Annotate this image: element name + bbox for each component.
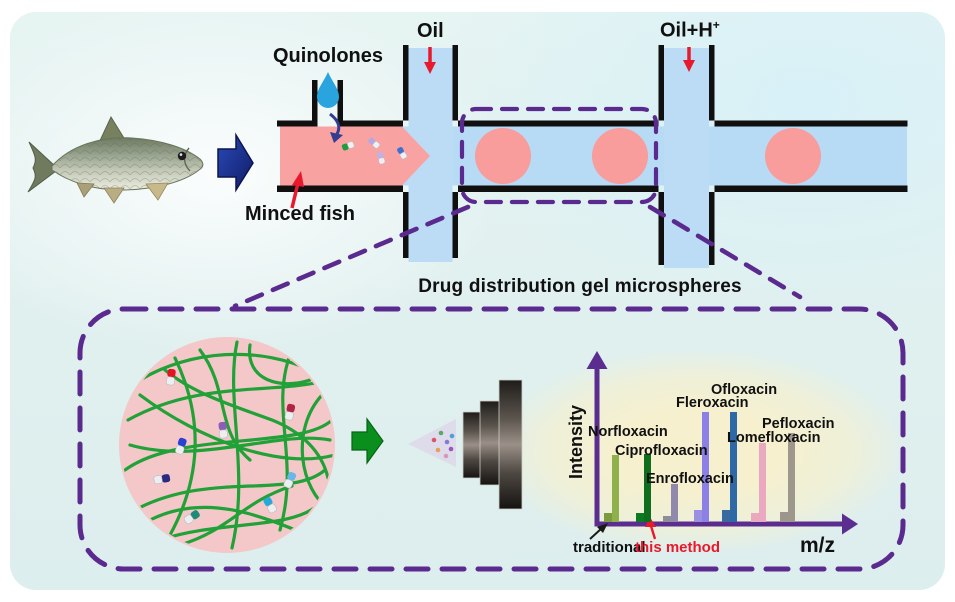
traditional-label: traditional: [573, 539, 646, 556]
this-method-label: this method: [635, 539, 720, 556]
gel-microsphere-droplet: [592, 128, 648, 184]
droplet-flow-arrow-icon: [329, 112, 343, 143]
droplet-zoom-bracket: [459, 106, 659, 205]
bar-traditional-enrofloxacin: [663, 516, 671, 522]
oil-arrow-icon: [424, 47, 436, 74]
minced-fish-stream: [280, 126, 430, 186]
peak-label-pefloxacin: Pefloxacin: [762, 416, 835, 432]
to-ms-arrow-icon: [351, 417, 384, 465]
process-arrow-icon: [217, 132, 254, 193]
oil-h-arrow-icon: [683, 47, 695, 72]
detail-box-outline: [77, 306, 906, 572]
callout-diagonal-right: [647, 204, 803, 300]
bar-this-method-ofloxacin: [730, 412, 737, 522]
electrospray-plume: [408, 419, 456, 467]
oil-h-inlet-fluid: [664, 48, 709, 268]
x-axis-label: m/z: [800, 534, 836, 557]
spectrum-axes: [586, 351, 858, 535]
gel-microsphere-droplet: [765, 128, 821, 184]
bar-this-method-fleroxacin: [702, 412, 709, 522]
caption: Drug distribution gel microspheres: [418, 276, 742, 297]
bar-traditional-lomefloxacin: [751, 513, 759, 522]
quinolones-label: Quinolones: [273, 45, 383, 67]
gel-fibers: [123, 340, 333, 550]
fish-eye: [177, 151, 187, 161]
bar-this-method-enrofloxacin: [671, 484, 678, 522]
microfluidic-chip: [277, 45, 908, 268]
y-axis-label: Intensity: [566, 405, 586, 480]
gel-microsphere-detail: [119, 337, 335, 553]
grass-carp-fish: [27, 115, 204, 204]
red-arrows: [290, 47, 695, 209]
bar-this-method-lomefloxacin: [759, 443, 766, 522]
trapped-drug-particles: [153, 368, 297, 525]
bar-traditional-fleroxacin: [694, 510, 702, 522]
minced-fish-label: Minced fish: [245, 203, 356, 225]
gel-microsphere-droplet: [475, 128, 531, 184]
this-method-pointer-icon: [645, 517, 657, 540]
bar-this-method-norfloxacin: [612, 455, 619, 522]
bar-traditional-pefloxacin: [780, 512, 788, 522]
mass-spectrometer-inlet: [462, 379, 523, 510]
bar-traditional-ciprofloxacin: [636, 513, 644, 522]
peak-label-ciprofloxacin: Ciprofloxacin: [615, 443, 708, 459]
peak-label-lomefloxacin: Lomefloxacin: [727, 430, 821, 446]
bar-this-method-pefloxacin: [788, 433, 795, 522]
peak-label-norfloxacin: Norfloxacin: [588, 424, 668, 440]
quinolone-particles: [341, 137, 408, 165]
y-axis-arrow-icon: [586, 351, 608, 369]
quinolones-droplet-icon: [317, 72, 339, 108]
x-axis-arrow-icon: [842, 513, 858, 535]
minced-fish-arrow-icon: [290, 171, 304, 209]
bar-traditional-norfloxacin: [604, 513, 612, 522]
peak-label-ofloxacin: Ofloxacin: [711, 382, 778, 398]
traditional-pointer-icon: [589, 523, 608, 540]
callout-diagonal-left: [232, 204, 471, 309]
magnify-callout: [77, 106, 906, 572]
bar-traditional-ofloxacin: [722, 510, 730, 522]
bar-this-method-ciprofloxacin: [644, 454, 651, 522]
oil-h-label: Oil+H+: [660, 18, 720, 42]
peak-label-enrofloxacin: Enrofloxacin: [646, 471, 734, 487]
oil-label: Oil: [417, 20, 444, 42]
peak-label-fleroxacin: Fleroxacin: [676, 395, 749, 411]
channel-walls: [277, 45, 908, 265]
